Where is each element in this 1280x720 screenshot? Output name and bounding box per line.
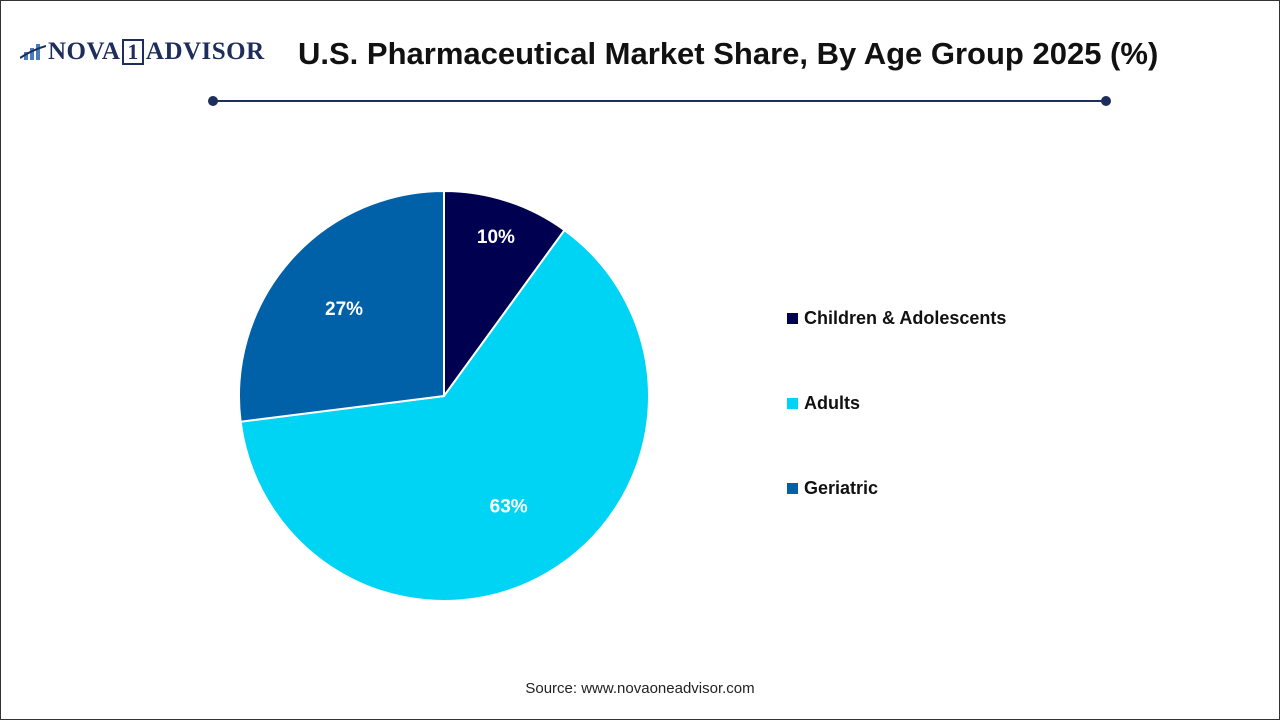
legend-label: Geriatric <box>804 478 879 498</box>
logo-text-advisor: ADVISOR <box>145 38 265 65</box>
pie-slice-2 <box>238 189 445 423</box>
source-note: Source: www.novaoneadvisor.com <box>525 680 755 697</box>
legend-item-adults: Adults <box>787 393 860 414</box>
logo-text-nova: NOVA <box>48 38 121 65</box>
legend-label: Children & Adolescents <box>804 308 1007 328</box>
legend-swatch <box>787 313 798 324</box>
legend-swatch <box>787 398 798 409</box>
title-divider <box>213 100 1106 102</box>
bar-chart-logo-icon <box>20 44 46 60</box>
chart-title: U.S. Pharmaceutical Market Share, By Age… <box>298 36 1159 71</box>
pie-slice-0 <box>443 189 566 400</box>
legend-label: Adults <box>804 393 860 413</box>
data-label-2: 27% <box>325 299 363 320</box>
legend-item-geriatric: Geriatric <box>787 478 878 499</box>
pie-slice-1 <box>239 228 650 602</box>
legend-swatch <box>787 483 798 494</box>
divider-dot-right <box>1101 96 1111 106</box>
logo-text-one: 1 <box>122 39 144 65</box>
data-label-0: 10% <box>477 227 515 248</box>
data-label-1: 63% <box>490 496 528 517</box>
nova-advisor-logo: NOVA 1 ADVISOR <box>20 38 265 66</box>
divider-dot-left <box>208 96 218 106</box>
legend-item-children: Children & Adolescents <box>787 308 1006 329</box>
